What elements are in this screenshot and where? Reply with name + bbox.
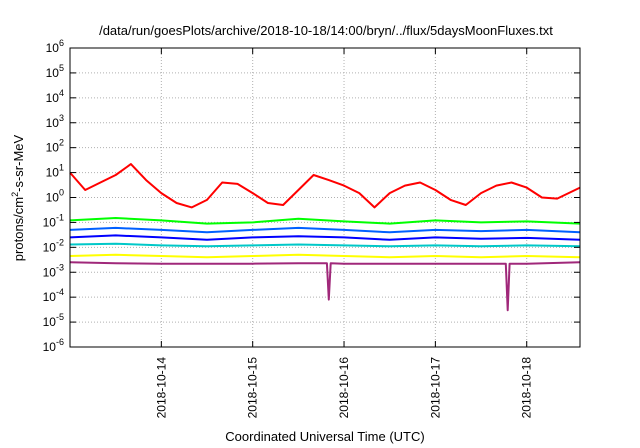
y-tick-label: 10-5 xyxy=(43,312,64,329)
series-line-4 xyxy=(69,242,581,248)
y-tick-label-base: 10 xyxy=(43,290,57,304)
y-tick-label: 103 xyxy=(46,113,64,130)
y-tick-label-exp: 5 xyxy=(59,63,64,73)
y-axis-label-rest: -s-sr-MeV xyxy=(11,134,26,191)
y-tick-label: 106 xyxy=(46,38,64,55)
y-axis-label-base: protons/cm xyxy=(11,197,26,261)
series-line-3 xyxy=(69,234,581,241)
y-tick-label: 104 xyxy=(46,88,64,105)
y-tick-label-exp: 0 xyxy=(59,188,64,198)
y-axis-ticks: 10-610-510-410-310-210-11001011021031041… xyxy=(43,38,580,354)
y-tick-label-exp: -6 xyxy=(56,337,64,347)
y-tick-label-exp: -5 xyxy=(56,312,64,322)
y-tick-label: 10-1 xyxy=(43,212,64,229)
y-tick-label: 10-3 xyxy=(43,262,64,279)
y-tick-label: 10-2 xyxy=(43,237,64,254)
y-tick-label-exp: 6 xyxy=(59,38,64,48)
y-tick-label-base: 10 xyxy=(43,240,57,254)
chart-title: /data/run/goesPlots/archive/2018-10-18/1… xyxy=(99,23,553,38)
y-tick-label-exp: 2 xyxy=(59,138,64,148)
y-tick-label: 10-4 xyxy=(43,287,64,304)
y-axis-label: protons/cm2-s-sr-MeV xyxy=(10,134,26,261)
x-tick-label: 2018-10-16 xyxy=(337,357,351,419)
y-tick-label-base: 10 xyxy=(43,265,57,279)
x-tick-label: 2018-10-14 xyxy=(154,357,168,419)
series-line-0 xyxy=(69,163,581,209)
y-tick-label-base: 10 xyxy=(46,141,60,155)
series-line-1 xyxy=(69,217,581,225)
y-tick-label-base: 10 xyxy=(46,191,60,205)
x-axis-label: Coordinated Universal Time (UTC) xyxy=(225,429,424,444)
y-tick-label-base: 10 xyxy=(46,116,60,130)
y-tick-label-exp: 3 xyxy=(59,113,64,123)
y-tick-label-exp: 4 xyxy=(59,88,64,98)
x-tick-label: 2018-10-15 xyxy=(246,357,260,419)
y-tick-label-base: 10 xyxy=(43,215,57,229)
y-tick-label-base: 10 xyxy=(43,340,57,354)
grid-lines xyxy=(70,48,580,347)
y-tick-label-base: 10 xyxy=(46,91,60,105)
y-tick-label: 101 xyxy=(46,163,64,180)
series-line-6 xyxy=(69,261,581,312)
y-tick-label-base: 10 xyxy=(46,166,60,180)
y-tick-label-base: 10 xyxy=(46,41,60,55)
y-axis-label-sup: 2 xyxy=(10,192,20,197)
y-tick-label-exp: -4 xyxy=(56,287,64,297)
series-line-2 xyxy=(69,226,581,234)
x-axis-ticks: 2018-10-14 2018-10-15 2018-10-16 2018-10-17… xyxy=(154,48,534,419)
series-lines xyxy=(69,163,581,312)
y-tick-label: 105 xyxy=(46,63,64,80)
y-tick-label: 10-6 xyxy=(43,337,64,354)
x-tick-label: 2018-10-17 xyxy=(428,357,442,419)
y-tick-label-exp: -2 xyxy=(56,237,64,247)
y-tick-label-base: 10 xyxy=(43,315,57,329)
series-line-5 xyxy=(69,253,581,259)
y-tick-label-exp: 1 xyxy=(59,163,64,173)
y-tick-label: 100 xyxy=(46,188,64,205)
y-tick-label: 102 xyxy=(46,138,64,155)
y-tick-label-base: 10 xyxy=(46,66,60,80)
x-tick-label: 2018-10-18 xyxy=(520,357,534,419)
y-tick-label-exp: -3 xyxy=(56,262,64,272)
y-tick-label-exp: -1 xyxy=(56,212,64,222)
